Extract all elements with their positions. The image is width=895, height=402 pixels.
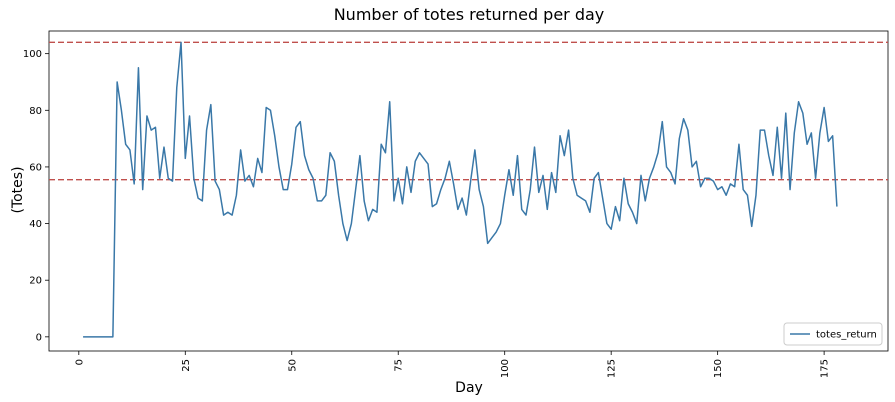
x-tick-label: 125 [607,359,618,378]
legend-label: totes_return [816,330,877,341]
legend-box [783,322,883,346]
y-axis-title: (Totes) [10,166,26,213]
y-tick-label: 40 [29,219,42,230]
x-axis-title: Day [455,380,483,396]
series-line-totes_return [83,41,838,338]
y-tick-label: 20 [29,276,42,287]
x-tick-label: 150 [713,359,724,378]
x-tick-label: 25 [181,359,192,372]
x-tick-label: 75 [394,359,405,372]
x-tick-label: 0 [74,359,85,365]
plot-frame [48,30,889,352]
plot-area: 0 20 40 60 80 100 0 25 50 75 100 125 150 175 totes_ret… [23,30,889,378]
x-tick-label: 50 [287,359,298,372]
y-tick-label: 60 [29,162,42,173]
y-tick-label: 80 [29,106,42,117]
x-tick-label: 175 [820,359,831,378]
chart-title: Number of totes returned per day [334,5,605,24]
y-tick-label: 0 [36,332,42,343]
y-tick-label: 100 [23,49,42,60]
x-tick-label: 100 [500,359,511,378]
